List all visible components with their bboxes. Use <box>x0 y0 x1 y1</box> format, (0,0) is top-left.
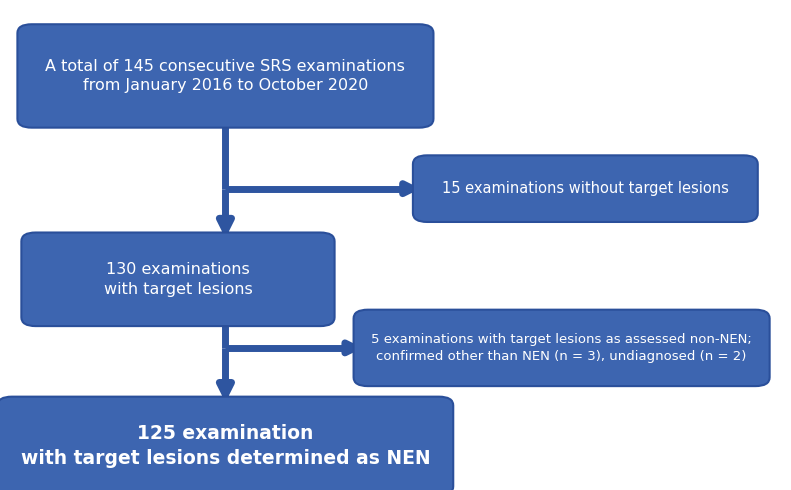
FancyBboxPatch shape <box>354 310 770 386</box>
FancyBboxPatch shape <box>21 233 335 326</box>
Text: 130 examinations
with target lesions: 130 examinations with target lesions <box>104 262 252 297</box>
FancyBboxPatch shape <box>413 155 758 222</box>
FancyBboxPatch shape <box>17 24 433 128</box>
Text: 5 examinations with target lesions as assessed non-NEN;
confirmed other than NEN: 5 examinations with target lesions as as… <box>371 333 752 363</box>
Text: 15 examinations without target lesions: 15 examinations without target lesions <box>442 181 729 196</box>
Text: A total of 145 consecutive SRS examinations
from January 2016 to October 2020: A total of 145 consecutive SRS examinati… <box>46 58 405 94</box>
FancyBboxPatch shape <box>0 397 453 490</box>
Text: 125 examination
with target lesions determined as NEN: 125 examination with target lesions dete… <box>21 424 430 468</box>
